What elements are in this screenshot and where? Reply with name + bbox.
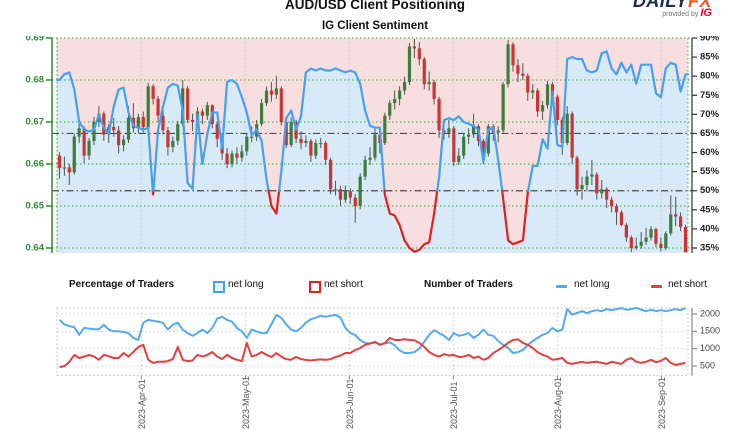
svg-text:0.68: 0.68: [26, 75, 45, 86]
net-short-count-swatch: [651, 285, 662, 288]
svg-text:0.66: 0.66: [26, 159, 45, 170]
long-area-fill: [57, 51, 688, 254]
sentiment-line: [55, 50, 690, 253]
date-label: 2023-Jul-01: [449, 381, 459, 429]
svg-text:85%: 85%: [700, 52, 720, 63]
price-gridlines: [52, 37, 692, 253]
count-gridlines: [57, 308, 688, 376]
svg-text:0.67: 0.67: [26, 117, 45, 128]
dailyfx-logo: DAILYFX provided by IG: [633, 0, 712, 19]
svg-text:55%: 55%: [700, 166, 720, 177]
sentiment-price-chart: 0.64 0.65 0.66 0.67 0.68 0.69 35% 40% 45% 50% 55% 6…: [26, 36, 720, 254]
net-short-count-label: net short: [668, 279, 707, 290]
net-long-line: [58, 306, 686, 354]
svg-text:80%: 80%: [700, 71, 720, 82]
svg-text:90%: 90%: [700, 36, 720, 44]
date-labels: 2023-Apr-01 2023-May-01 2023-Jun-01 2023-Ju…: [137, 375, 667, 429]
logo-provided-by: provided by IG: [633, 7, 712, 19]
date-label: 2023-Apr-01: [137, 379, 147, 429]
short-area-fill: [57, 38, 688, 252]
svg-text:60%: 60%: [700, 147, 720, 158]
percent-axis: 35% 40% 45% 50% 55% 60% 65% 70% 75% 80% 85% 90%: [691, 36, 720, 254]
svg-text:45%: 45%: [700, 204, 720, 215]
svg-text:1000: 1000: [700, 343, 720, 353]
dailyfx-wordmark: DAILYFX: [632, 0, 712, 11]
page-title: AUD/USD Client Positioning: [285, 0, 465, 12]
logo-daily-text: DAILY: [632, 0, 688, 11]
count-axis: 500 1000 1500 2000: [691, 308, 720, 376]
date-label: 2023-May-01: [241, 376, 251, 429]
net-long-count-label: net long: [574, 279, 610, 290]
net-short-line: [59, 336, 686, 368]
svg-text:1500: 1500: [700, 326, 720, 336]
net-long-pct-label: net long: [228, 279, 264, 290]
svg-text:70%: 70%: [700, 109, 720, 120]
date-label: 2023-Jun-01: [345, 378, 355, 429]
legend-number-title: Number of Traders: [424, 279, 513, 290]
logo-fx-text: FX: [687, 0, 712, 11]
net-short-pct-swatch: [309, 281, 321, 293]
legend: Percentage of Traders net long net short…: [0, 277, 750, 297]
svg-text:65%: 65%: [700, 128, 720, 139]
chart-border: [56, 307, 689, 376]
sentiment-fills: [57, 38, 688, 254]
svg-text:0.65: 0.65: [26, 201, 45, 212]
svg-text:0.64: 0.64: [26, 243, 45, 254]
svg-text:500: 500: [700, 360, 715, 370]
legend-percentage-title: Percentage of Traders: [69, 279, 175, 290]
chart-title: IG Client Sentiment: [321, 20, 429, 32]
svg-text:50%: 50%: [700, 185, 720, 196]
svg-text:0.69: 0.69: [26, 36, 45, 44]
price-axis: 0.64 0.65 0.66 0.67 0.68 0.69: [26, 36, 53, 254]
svg-text:75%: 75%: [700, 90, 720, 101]
svg-text:2000: 2000: [700, 308, 720, 318]
date-label: 2023-Aug-01: [553, 377, 563, 429]
svg-text:40%: 40%: [700, 223, 720, 234]
net-long-count-swatch: [556, 285, 567, 288]
ig-logo: IG: [700, 7, 712, 19]
date-label: 2023-Sep-01: [657, 377, 667, 429]
net-long-pct-swatch: [213, 281, 225, 293]
net-short-pct-label: net short: [324, 279, 363, 290]
svg-text:35%: 35%: [700, 243, 720, 254]
provided-by-text: provided by: [662, 11, 699, 18]
